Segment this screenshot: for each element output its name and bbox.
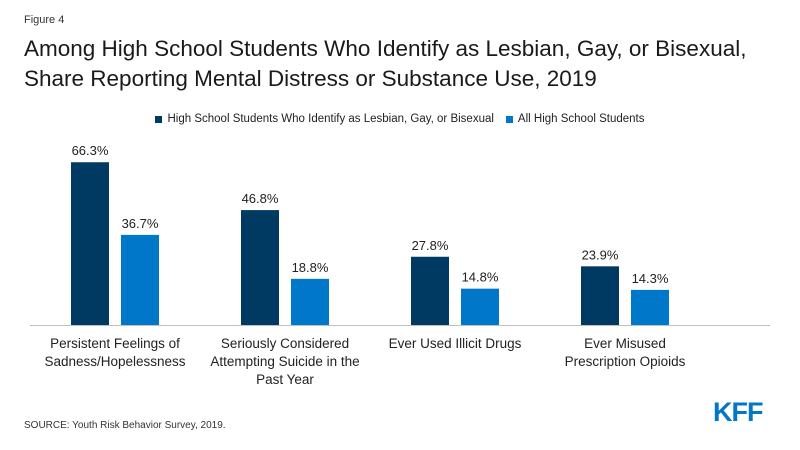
bar-lgb-0 [71, 162, 109, 325]
category-label-line: Past Year [256, 372, 314, 387]
data-label-lgb-3: 23.9% [582, 247, 619, 262]
bar-all-3 [631, 289, 669, 325]
data-label-lgb-2: 27.8% [412, 238, 449, 253]
legend-label-lgb: High School Students Who Identify as Les… [167, 113, 494, 125]
category-label-line: Ever Misused [584, 336, 666, 351]
data-label-lgb-1: 46.8% [242, 191, 279, 206]
category-label-line: Sadness/Hopelessness [44, 354, 185, 369]
chart-title: Among High School Students Who Identify … [24, 36, 747, 91]
kff-logo: KFF [713, 397, 763, 427]
bar-all-1 [291, 278, 329, 325]
bar-lgb-2 [411, 256, 449, 325]
bar-lgb-1 [241, 210, 279, 325]
chart-legend: High School Students Who Identify as Les… [0, 113, 800, 125]
category-label-2: Ever Used Illicit Drugs [389, 336, 522, 351]
legend-item-lgb: High School Students Who Identify as Les… [155, 113, 494, 125]
category-label-3: Ever Misused Prescription Opioids [565, 336, 686, 369]
bar-all-2 [461, 288, 499, 325]
category-label-line: Seriously Considered [221, 336, 349, 351]
bar-all-0 [121, 234, 159, 325]
category-label-line: Prescription Opioids [565, 354, 686, 369]
data-label-all-0: 36.7% [122, 216, 159, 231]
legend-label-all: All High School Students [517, 113, 645, 125]
legend-item-all: All High School Students [505, 113, 645, 125]
category-label-line: Attempting Suicide in the [210, 354, 359, 369]
legend-swatch-all [505, 115, 513, 123]
data-label-all-1: 18.8% [292, 260, 329, 275]
category-label-1: Seriously Considered Attempting Suicide i… [210, 336, 359, 387]
data-label-all-3: 14.3% [632, 271, 669, 286]
figure-label: Figure 4 [24, 14, 65, 26]
data-label-all-2: 14.8% [462, 270, 499, 285]
category-label-0: Persistent Feelings of Sadness/Hopelessne… [44, 336, 185, 369]
bar-lgb-3 [581, 266, 619, 325]
data-label-lgb-0: 66.3% [72, 143, 109, 158]
source-note: SOURCE: Youth Risk Behavior Survey, 2019… [24, 420, 226, 431]
legend-swatch-lgb [155, 115, 163, 123]
category-label-line: Persistent Feelings of [50, 336, 180, 351]
category-label-line: Ever Used Illicit Drugs [389, 336, 522, 351]
